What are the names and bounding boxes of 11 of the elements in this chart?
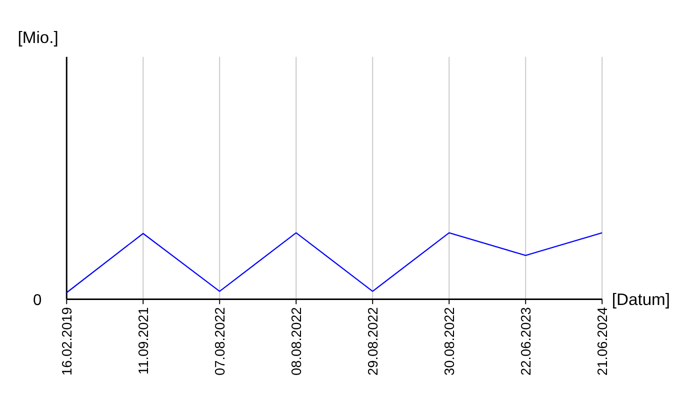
x-tick-label: 22.06.2023 <box>518 307 534 376</box>
x-tick-label: 16.02.2019 <box>60 307 75 376</box>
x-tick-label: 21.06.2024 <box>594 306 610 376</box>
x-tick-label: 11.09.2021 <box>136 307 152 374</box>
x-tick-label: 08.08.2022 <box>289 307 304 376</box>
x-tick-label: 30.08.2022 <box>442 307 457 376</box>
x-tick-label: 07.08.2022 <box>212 307 228 376</box>
x-axis-title: [Datum] <box>612 290 670 310</box>
text: 0 <box>32 292 42 310</box>
x-tick-label: 29.08.2022 <box>366 307 380 376</box>
text: [Mio.] <box>18 28 58 48</box>
